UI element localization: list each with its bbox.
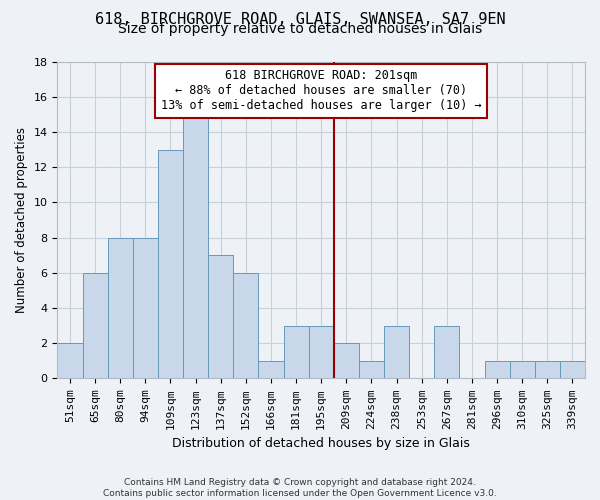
Bar <box>560 361 585 378</box>
Bar <box>485 361 509 378</box>
Bar <box>233 273 259 378</box>
Bar <box>308 326 334 378</box>
Text: Size of property relative to detached houses in Glais: Size of property relative to detached ho… <box>118 22 482 36</box>
Text: Contains HM Land Registry data © Crown copyright and database right 2024.
Contai: Contains HM Land Registry data © Crown c… <box>103 478 497 498</box>
Bar <box>158 150 183 378</box>
Bar <box>384 326 409 378</box>
Bar <box>334 343 359 378</box>
Text: 618, BIRCHGROVE ROAD, GLAIS, SWANSEA, SA7 9EN: 618, BIRCHGROVE ROAD, GLAIS, SWANSEA, SA… <box>95 12 505 28</box>
Bar <box>58 343 83 378</box>
Bar <box>259 361 284 378</box>
Bar <box>434 326 460 378</box>
Bar <box>107 238 133 378</box>
Text: 618 BIRCHGROVE ROAD: 201sqm
← 88% of detached houses are smaller (70)
13% of sem: 618 BIRCHGROVE ROAD: 201sqm ← 88% of det… <box>161 70 482 112</box>
Bar <box>133 238 158 378</box>
Y-axis label: Number of detached properties: Number of detached properties <box>15 127 28 313</box>
Bar <box>183 114 208 378</box>
Bar <box>509 361 535 378</box>
X-axis label: Distribution of detached houses by size in Glais: Distribution of detached houses by size … <box>172 437 470 450</box>
Bar <box>208 255 233 378</box>
Bar <box>284 326 308 378</box>
Bar <box>83 273 107 378</box>
Bar <box>535 361 560 378</box>
Bar <box>359 361 384 378</box>
